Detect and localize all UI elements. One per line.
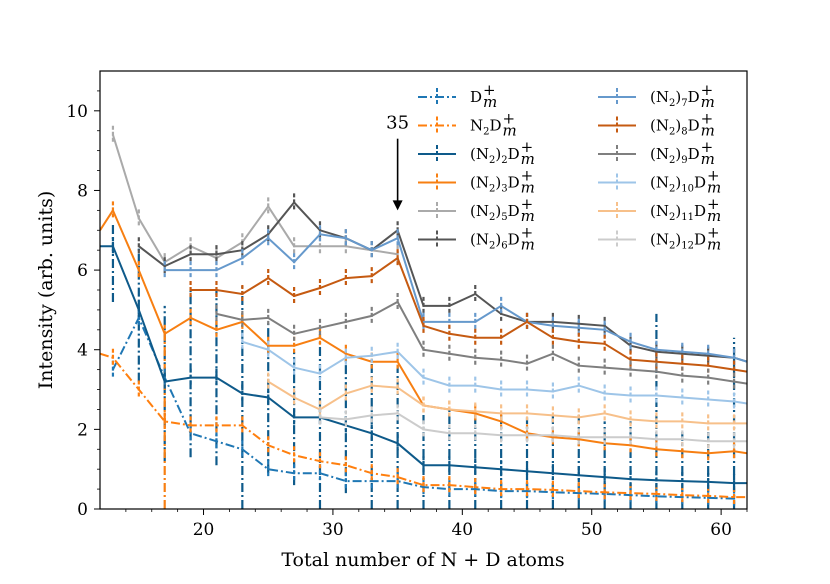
legend-idx-5: m	[521, 236, 535, 254]
legend-entry-7: (N2)8D +m	[598, 110, 715, 140]
series-line-11	[319, 412, 747, 443]
legend-label-9: (N2)10D	[650, 174, 706, 195]
y-tick-label-6: 6	[77, 261, 88, 281]
legend-label-5: (N2)6D	[470, 231, 520, 252]
legend-sup-1: +	[503, 110, 516, 128]
legend-entry-2: (N2)2D +m	[418, 138, 535, 168]
series-line-10	[267, 380, 747, 425]
series-line-4	[111, 134, 398, 264]
legend-sup-4: +	[521, 195, 534, 213]
legend-idx-7: m	[701, 122, 715, 140]
legend-entry-9: (N2)10D +m	[598, 167, 721, 197]
legend-entry-3: (N2)3D +m	[418, 167, 535, 197]
legend-sup-0: +	[483, 81, 496, 99]
axes: 20 30 40 50 60 0 2 4 6 8 10	[66, 70, 748, 540]
legend-idx-3: m	[521, 179, 535, 197]
legend-entry-8: (N2)9D +m	[598, 138, 715, 168]
legend-entry-10: (N2)11D +m	[598, 195, 721, 225]
legend-sup-2: +	[521, 138, 534, 156]
annotation: 35	[386, 113, 409, 211]
legend-label-11: (N2)12D	[650, 231, 706, 252]
legend-idx-2: m	[521, 150, 535, 168]
x-axis-label: Total number of N + D atoms	[281, 549, 564, 571]
legend-sup-11: +	[707, 224, 720, 242]
legend-sup-3: +	[521, 167, 534, 185]
annotation-arrow-head	[392, 200, 403, 211]
legend-label-7: (N2)8D	[650, 117, 700, 138]
legend-label-0: D	[470, 88, 482, 106]
legend-label-3: (N2)3D	[470, 174, 520, 195]
legend-entry-6: (N2)7D +m	[598, 81, 715, 111]
series-line-1	[100, 352, 747, 499]
y-tick-label-10: 10	[66, 102, 88, 122]
y-tick-label-4: 4	[77, 341, 88, 361]
x-tick-label-40: 40	[451, 520, 473, 540]
y-axis-label: Intensity (arb. units)	[35, 191, 57, 390]
series-line-6	[164, 233, 747, 363]
annotation-label: 35	[386, 113, 409, 134]
x-tick-label-30: 30	[322, 520, 344, 540]
legend-sup-6: +	[701, 81, 714, 99]
legend-idx-9: m	[707, 179, 721, 197]
legend-sup-7: +	[701, 110, 714, 128]
legend-sup-9: +	[707, 167, 720, 185]
legend-idx-0: m	[483, 93, 497, 111]
x-tick-label-50: 50	[581, 520, 603, 540]
legend-entry-5: (N2)6D +m	[418, 224, 535, 254]
legend-entry-11: (N2)12D +m	[598, 224, 721, 254]
y-tick-label-0: 0	[77, 500, 88, 520]
legend-label-4: (N2)5D	[470, 202, 520, 223]
legend-label-2: (N2)2D	[470, 145, 520, 166]
series-lines	[100, 125, 747, 508]
legend-sup-10: +	[707, 195, 720, 213]
legend-idx-4: m	[521, 207, 535, 225]
x-tick-label-20: 20	[193, 520, 215, 540]
y-tick-label-2: 2	[77, 420, 88, 440]
legend-idx-6: m	[701, 93, 715, 111]
legend-label-10: (N2)11D	[650, 202, 706, 223]
x-tick-label-60: 60	[710, 520, 732, 540]
legend-label-6: (N2)7D	[650, 88, 700, 109]
legend-entry-0: D +m	[418, 81, 497, 111]
legend-idx-8: m	[701, 150, 715, 168]
legend-label-1: N2D	[470, 117, 502, 138]
legend-entry-4: (N2)5D +m	[418, 195, 535, 225]
legend-entry-1: N2D +m	[418, 110, 517, 140]
legend-sup-8: +	[701, 138, 714, 156]
series-line-8	[216, 300, 747, 385]
legend-idx-10: m	[707, 207, 721, 225]
legend-label-8: (N2)9D	[650, 145, 700, 166]
legend-sup-5: +	[521, 224, 534, 242]
legend-idx-11: m	[707, 236, 721, 254]
y-tick-label-8: 8	[77, 181, 88, 201]
legend-idx-1: m	[503, 122, 517, 140]
